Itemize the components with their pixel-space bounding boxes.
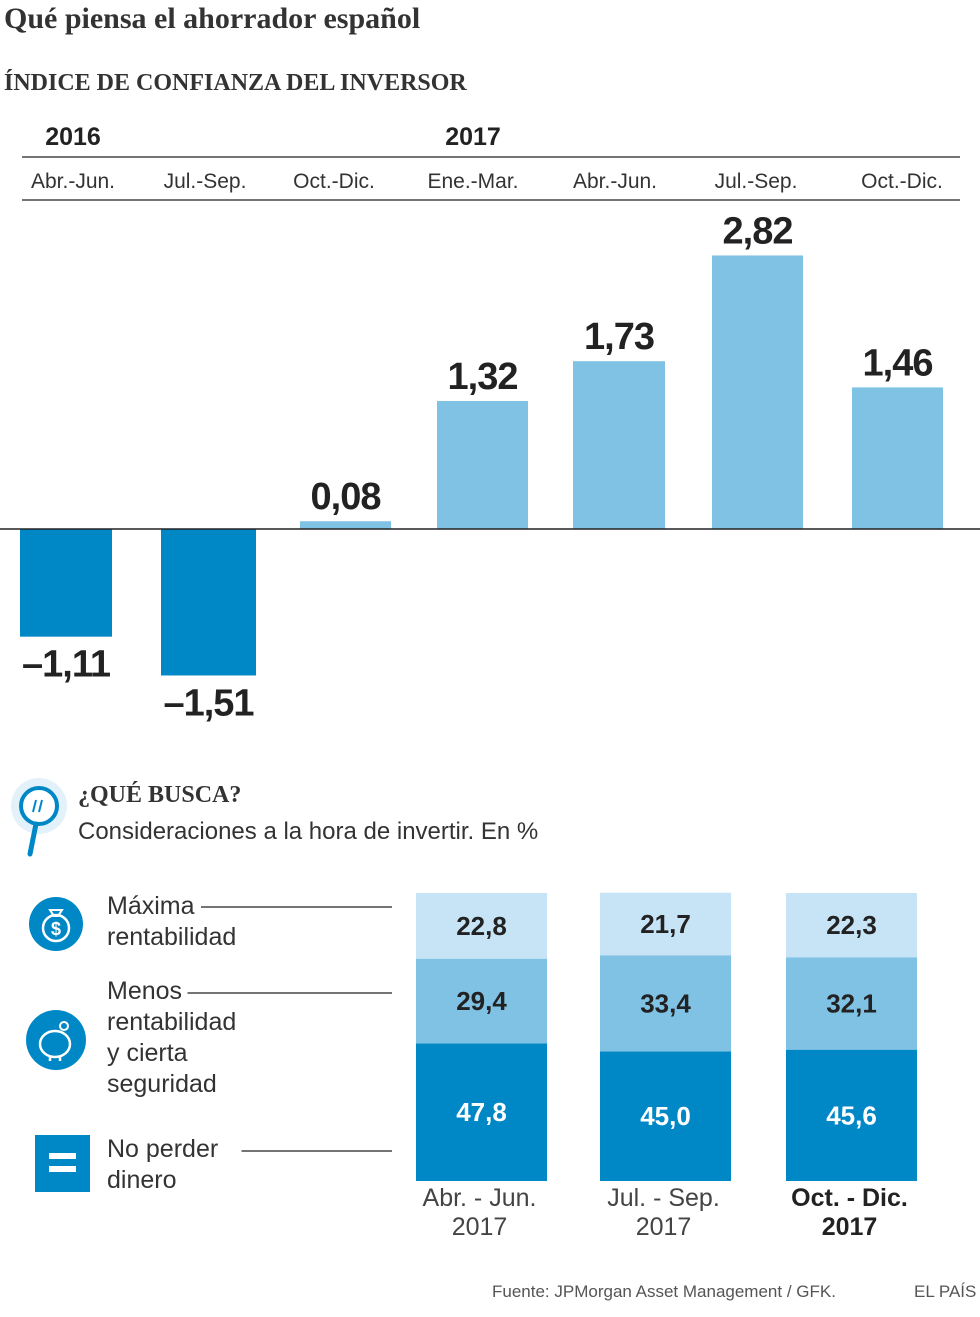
stack-segment (786, 957, 917, 1050)
segment-value-label: 45,0 (640, 1101, 691, 1131)
source-note: Fuente: JPMorgan Asset Management / GFK. (492, 1282, 836, 1301)
stack-segment (416, 1043, 547, 1181)
confidence-index-bar-chart: 2016 2017 Abr.-Jun. Jul.-Sep. Oct.-Dic. Ene.-… (0, 123, 980, 724)
category-label: Abr.-Jun. (31, 170, 115, 193)
bar-value-label: 1,73 (584, 316, 654, 358)
year-label-2017: 2017 (445, 123, 501, 151)
equals-icon (35, 1135, 90, 1192)
segment-value-label: 29,4 (456, 986, 507, 1016)
segment-value-label: 45,6 (826, 1100, 877, 1130)
stack-segment (786, 1049, 917, 1181)
bar-value-label: 1,46 (863, 342, 933, 384)
money-bag-icon: $ (29, 897, 83, 951)
category-label: Oct. - Dic. (791, 1184, 908, 1212)
legend-label: rentabilidad (107, 1008, 236, 1036)
legend-label: Menos (107, 977, 182, 1005)
segment-value-label: 33,4 (640, 988, 691, 1018)
legend-label: y cierta (107, 1039, 188, 1067)
stack-segment (416, 958, 547, 1044)
stack-segment (416, 893, 547, 959)
year-label-2016: 2016 (45, 123, 101, 151)
category-label: Jul.-Sep. (164, 170, 247, 193)
stack-segment (786, 893, 917, 958)
category-year-label: 2017 (452, 1213, 508, 1241)
investment-considerations-stacked-chart: Máxima rentabilidad $ Menos rentabilidad y ci… (26, 892, 917, 1241)
stack-segment (600, 1051, 731, 1181)
segment-value-label: 22,3 (826, 910, 877, 940)
legend-label: rentabilidad (107, 923, 236, 951)
bar-value-label: 2,82 (723, 210, 793, 252)
legend-label: seguridad (107, 1070, 217, 1098)
bar-value-label: –1,11 (22, 644, 111, 686)
bar-value-label: 0,08 (311, 476, 381, 518)
segment-value-label: 21,7 (640, 909, 691, 939)
category-label: Jul. - Sep. (607, 1184, 720, 1212)
stack-segment (600, 892, 731, 956)
bar (437, 400, 528, 529)
segment-value-label: 47,8 (456, 1097, 507, 1127)
bar (712, 255, 803, 529)
page-title: Qué piensa el ahorrador español (4, 2, 421, 35)
piggy-bank-icon (26, 1010, 86, 1070)
segment-value-label: 32,1 (826, 988, 877, 1018)
category-label: Oct.-Dic. (293, 170, 375, 193)
brand-logo-text: EL PAÍS (914, 1282, 977, 1301)
bar (300, 521, 391, 529)
category-label: Ene.-Mar. (427, 170, 518, 193)
chart-title-confianza: ÍNDICE DE CONFIANZA DEL INVERSOR (4, 70, 467, 96)
category-year-label: 2017 (636, 1213, 692, 1241)
bar (20, 529, 112, 637)
stack-segment (600, 955, 731, 1052)
category-year-label: 2017 (822, 1213, 878, 1241)
category-label: Abr.-Jun. (573, 170, 657, 193)
legend-label: No perder (107, 1135, 218, 1163)
bar (161, 529, 256, 676)
legend-label: dinero (107, 1166, 177, 1194)
magnifier-icon (11, 778, 67, 857)
segment-value-label: 22,8 (456, 911, 507, 941)
chart-subtitle-que-busca: Consideraciones a la hora de invertir. E… (78, 818, 539, 845)
bar (852, 387, 943, 529)
svg-text:$: $ (51, 919, 61, 939)
chart-title-que-busca: ¿QUÉ BUSCA? (78, 782, 242, 808)
bar (573, 361, 665, 529)
bar-value-label: –1,51 (163, 682, 254, 724)
category-label: Oct.-Dic. (861, 170, 943, 193)
category-label: Abr. - Jun. (423, 1184, 537, 1212)
bar-value-label: 1,32 (448, 356, 518, 398)
legend-label: Máxima (107, 892, 195, 920)
category-label: Jul.-Sep. (715, 170, 798, 193)
